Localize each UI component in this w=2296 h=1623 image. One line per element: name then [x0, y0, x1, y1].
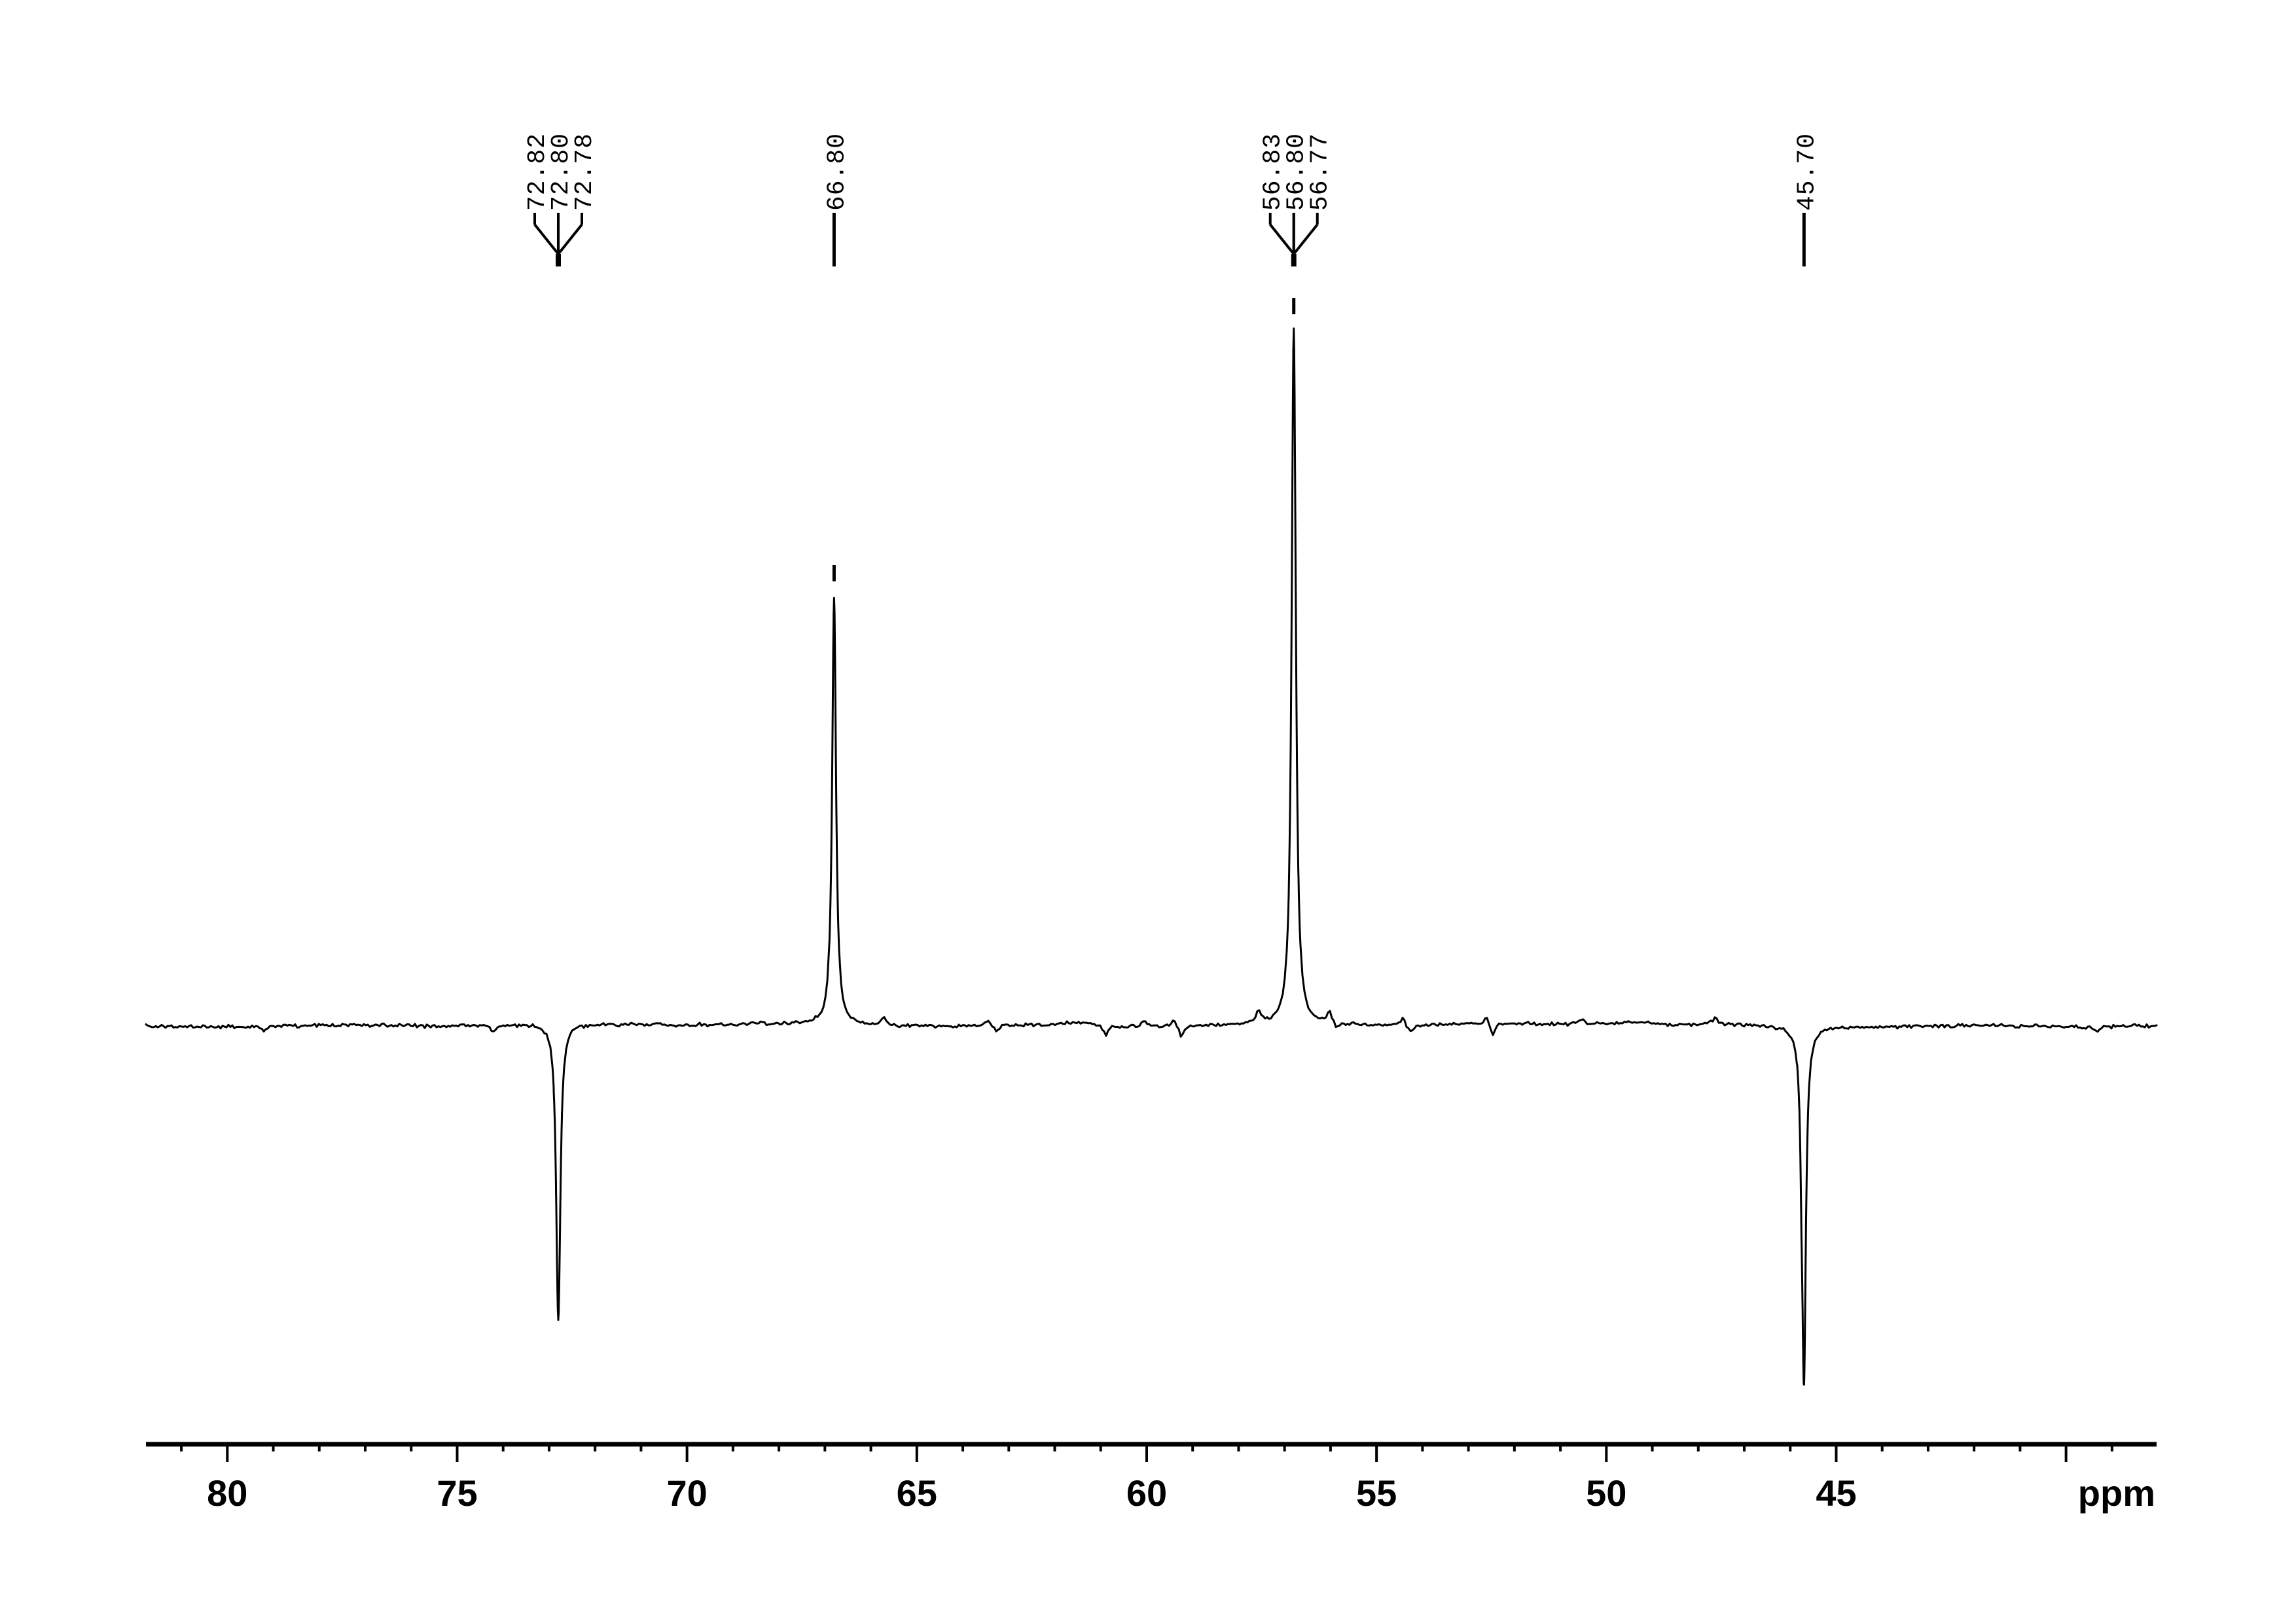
peak-shift-label: 72.82 [524, 133, 552, 211]
x-axis-unit-label: ppm [2078, 1472, 2155, 1514]
x-axis-tick-label: 50 [1586, 1472, 1626, 1514]
x-axis-tick-label: 65 [897, 1472, 937, 1514]
peak-label-fan-line [1269, 223, 1295, 255]
x-axis-tick-label: 70 [666, 1472, 707, 1514]
peak-shift-label: 45.70 [1793, 133, 1821, 211]
peak-label-fan-line [1293, 223, 1319, 255]
peak-shift-label: 72.78 [571, 133, 599, 211]
x-axis-tick-label: 55 [1356, 1472, 1397, 1514]
peak-shift-label: 56.80 [1283, 133, 1311, 211]
peak-label-group: 66.80 [823, 133, 851, 581]
peak-shift-label: 56.83 [1259, 133, 1287, 211]
spectrum-trace-layer [145, 327, 2158, 1386]
x-axis-tick-label: 60 [1126, 1472, 1167, 1514]
x-axis-tick-label: 45 [1816, 1472, 1856, 1514]
peak-label-fan-line [533, 223, 560, 255]
peak-shift-label: 72.80 [547, 133, 575, 211]
x-axis-tick-label: 75 [437, 1472, 477, 1514]
peak-shift-label: 66.80 [823, 133, 851, 211]
x-axis-tick-label: 80 [207, 1472, 247, 1514]
peak-label-group: 45.70 [1793, 133, 1821, 266]
x-axis-layer: 80 75 70 65 60 55 50 45 ppm [146, 1442, 2157, 1514]
spectrum-trace-path [145, 327, 2158, 1386]
peak-label-fan-line [557, 223, 583, 255]
peak-shift-label: 56.77 [1306, 133, 1335, 211]
